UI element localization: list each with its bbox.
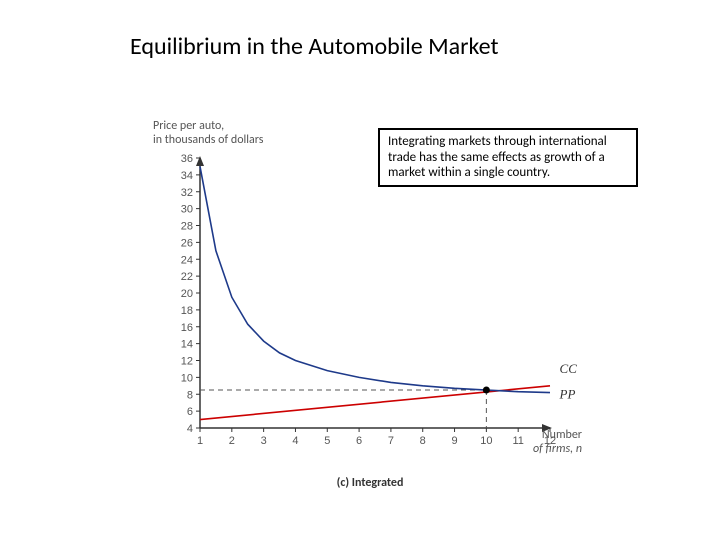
svg-text:CC: CC	[560, 361, 578, 376]
svg-text:36: 36	[181, 153, 193, 165]
svg-text:34: 34	[181, 170, 193, 182]
svg-text:4: 4	[292, 435, 298, 447]
svg-text:14: 14	[181, 339, 193, 351]
svg-text:4: 4	[187, 423, 193, 435]
svg-text:24: 24	[181, 254, 193, 266]
svg-text:10: 10	[480, 435, 492, 447]
svg-text:PP: PP	[559, 386, 576, 401]
page-title: Equilibrium in the Automobile Market	[130, 32, 499, 61]
svg-text:1: 1	[197, 435, 203, 447]
svg-text:11: 11	[512, 435, 523, 447]
svg-text:30: 30	[181, 204, 193, 216]
y-axis-label-l2: in thousands of dollars	[153, 133, 263, 147]
svg-text:18: 18	[181, 305, 193, 317]
svg-text:20: 20	[181, 288, 193, 300]
y-axis-label-l1: Price per auto,	[153, 119, 224, 133]
callout-box: Integrating markets through internationa…	[378, 128, 638, 187]
x-axis-label-l1: Number	[542, 428, 582, 442]
panel-label: (c) Integrated	[155, 476, 585, 490]
svg-text:26: 26	[181, 237, 193, 249]
svg-text:6: 6	[187, 406, 193, 418]
chart-plot: 4681012141618202224262830323436123456789…	[170, 150, 605, 450]
svg-text:3: 3	[261, 435, 267, 447]
svg-text:2: 2	[229, 435, 235, 447]
svg-text:7: 7	[388, 435, 394, 447]
svg-text:16: 16	[181, 322, 193, 334]
x-axis-label-l2: of firms, n	[533, 442, 582, 456]
svg-text:8: 8	[420, 435, 426, 447]
svg-text:12: 12	[181, 356, 193, 368]
svg-text:28: 28	[181, 221, 193, 233]
svg-text:32: 32	[181, 187, 193, 199]
svg-text:10: 10	[181, 372, 193, 384]
y-axis-label: Price per auto, in thousands of dollars	[153, 120, 263, 148]
svg-text:6: 6	[356, 435, 362, 447]
svg-text:5: 5	[324, 435, 330, 447]
svg-text:8: 8	[187, 389, 193, 401]
svg-text:22: 22	[181, 271, 193, 283]
svg-text:9: 9	[451, 435, 457, 447]
x-axis-label: Number of firms, n	[533, 429, 582, 457]
